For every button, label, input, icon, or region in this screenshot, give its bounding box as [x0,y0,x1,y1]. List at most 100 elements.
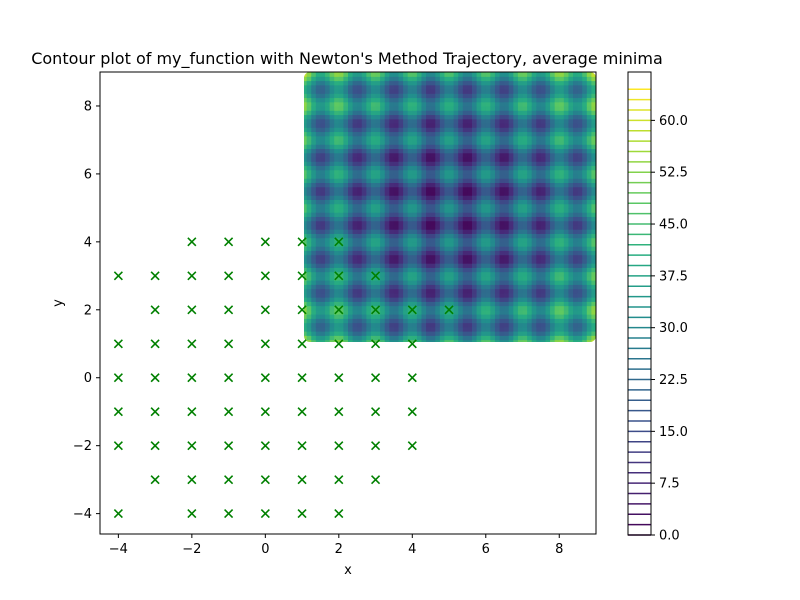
contour-cell [352,93,358,99]
contour-cell [582,148,588,154]
contour-cell [591,156,596,162]
contour-cell [582,305,588,311]
contour-cell [577,195,583,200]
contour-cell [416,297,423,302]
contour-cell [568,190,574,196]
marker-stroke [260,407,270,417]
contour-cell [573,135,579,141]
contour-cell [531,105,537,111]
contour-cell [531,118,537,124]
contour-cell [485,165,491,171]
contour-cell [357,284,363,290]
contour-cell [458,203,464,209]
contour-cell [430,292,436,298]
contour-cell [426,263,432,268]
contour-cell [563,97,570,103]
contour-cell [545,118,551,124]
contour-cell [472,127,478,133]
contour-cell [407,314,413,319]
contour-cell [591,144,596,150]
contour-cell [366,275,372,281]
contour-cell [545,241,551,247]
contour-cell [453,331,459,336]
contour-cell [306,72,312,77]
contour-cell [573,165,579,171]
contour-cell [338,314,344,319]
contour-cell [531,318,537,324]
contour-cell [462,156,468,162]
contour-cell [380,165,386,171]
contour-cell [490,144,496,150]
contour-cell [435,169,441,175]
contour-cell [444,139,450,145]
contour-cell [472,178,478,184]
contour-cell [485,186,491,192]
contour-cell [393,212,400,217]
contour-cell [472,216,478,222]
contour-cell [554,254,560,260]
contour-cell [366,229,372,234]
contour-cell [421,156,427,162]
contour-cell [462,122,468,128]
contour-cell [554,127,560,133]
contour-cell [352,301,358,307]
contour-cell [361,339,367,342]
contour-cell [412,182,418,188]
contour-cell [591,76,596,82]
contour-cell [591,224,596,230]
contour-cell [403,135,409,141]
contour-cell [366,339,372,342]
contour-cell [472,156,478,162]
contour-cell [449,114,455,120]
contour-cell [527,326,533,332]
contour-cell [568,127,574,133]
contour-cell [426,148,432,154]
contour-cell [407,275,413,281]
contour-cell [536,144,542,150]
contour-cell [527,127,533,133]
contour-cell [375,118,381,124]
contour-cell [407,297,413,302]
contour-cell [554,241,560,247]
contour-cell [563,131,570,137]
contour-cell [304,292,308,298]
contour-cell [490,271,496,277]
contour-cell [568,148,574,154]
contour-cell [416,135,423,141]
contour-cell [462,161,468,167]
contour-cell [320,76,326,82]
contour-cell [586,76,592,82]
contour-cell [453,335,459,341]
contour-cell [403,284,409,290]
contour-cell [586,309,592,315]
contour-cell [550,152,556,158]
contour-cell [540,233,547,239]
contour-cell [453,224,459,230]
contour-cell [499,335,505,341]
contour-cell [490,288,496,294]
contour-cell [375,233,381,239]
contour-cell [499,339,505,342]
contour-cell [554,220,560,226]
contour-cell [527,101,533,107]
contour-cell [536,297,542,302]
contour-cell [338,139,344,145]
contour-cell [577,309,583,315]
contour-cell [352,182,358,188]
contour-cell [389,93,395,99]
contour-cell [435,144,441,150]
contour-cell [494,305,501,311]
contour-cell [517,212,524,217]
contour-cell [320,305,326,311]
contour-cell [306,280,312,285]
trajectory-marker [407,373,417,383]
contour-cell [329,292,335,298]
contour-cell [338,258,344,264]
contour-cell [476,326,482,332]
contour-cell [334,178,340,184]
contour-cell [481,182,487,188]
contour-cell [522,190,528,196]
trajectory-marker [297,305,307,315]
contour-cell [499,135,505,141]
contour-cell [306,97,312,103]
